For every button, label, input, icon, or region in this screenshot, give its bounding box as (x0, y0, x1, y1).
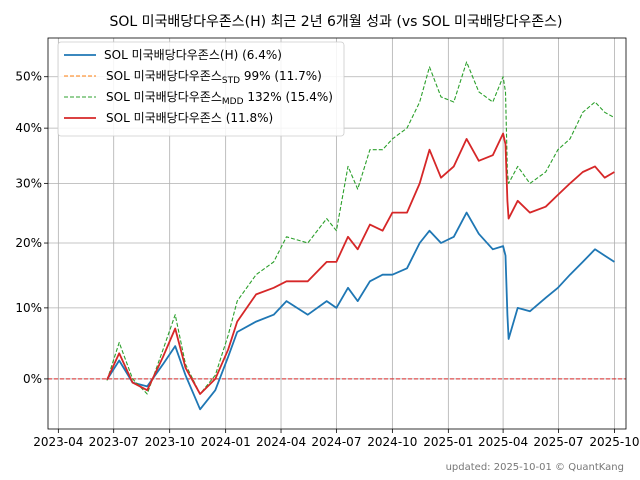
x-tick-label: 2025-10 (589, 435, 639, 449)
legend-label-subscript: STD (222, 76, 240, 86)
legend-label: SOL 미국배당다우존스 (11.8%) (106, 111, 273, 125)
y-tick-label: 20% (15, 236, 42, 250)
y-axis: 0% 10% 20% 30% 40% 50% (15, 70, 48, 386)
x-tick-label: 2024-01 (201, 435, 251, 449)
footer-text: updated: 2025-10-01 © QuantKang (446, 462, 624, 473)
legend: SOL 미국배당다우존스(H) (6.4%)SOL 미국배당다우존스STD 99… (57, 41, 345, 137)
chart-title: SOL 미국배당다우존스(H) 최근 2년 6개월 성과 (vs SOL 미국배… (109, 14, 562, 30)
y-tick-label: 50% (15, 70, 42, 84)
legend-label-value: 99% (11.7%) (240, 69, 322, 83)
x-tick-label: 2024-07 (311, 435, 361, 449)
legend-label-value: 132% (15.4%) (244, 90, 333, 104)
y-tick-label: 30% (15, 176, 42, 190)
legend-label-main: SOL 미국배당다우존스(H) (104, 48, 238, 62)
x-tick-label: 2025-01 (423, 435, 473, 449)
x-tick-label: 2023-07 (89, 435, 139, 449)
x-tick-label: 2024-04 (256, 435, 306, 449)
x-tick-label: 2023-04 (33, 435, 83, 449)
y-tick-label: 0% (23, 372, 42, 386)
x-tick-label: 2025-04 (478, 435, 528, 449)
series-layer (106, 61, 615, 411)
x-tick-label: 2024-10 (367, 435, 417, 449)
legend-label-main: SOL 미국배당다우존스 (106, 90, 222, 104)
y-tick-label: 10% (15, 301, 42, 315)
legend-label: SOL 미국배당다우존스STD 99% (11.7%) (106, 69, 322, 86)
x-tick-label: 2025-07 (533, 435, 583, 449)
plot-frame (47, 37, 627, 430)
series-line (106, 211, 615, 411)
legend-box (57, 41, 345, 137)
y-tick-label: 40% (15, 121, 42, 135)
legend-label-subscript: MDD (222, 97, 244, 107)
x-axis: 2023-04 2023-07 2023-10 2024-01 2024-04 2024-… (33, 429, 640, 449)
legend-label: SOL 미국배당다우존스MDD 132% (15.4%) (106, 90, 333, 107)
series-line (106, 132, 615, 395)
legend-label-main: SOL 미국배당다우존스 (106, 69, 222, 83)
legend-label-main: SOL 미국배당다우존스 (106, 111, 222, 125)
legend-label: SOL 미국배당다우존스(H) (6.4%) (104, 48, 282, 62)
x-tick-label: 2023-10 (145, 435, 195, 449)
legend-label-value: (6.4%) (238, 48, 282, 62)
legend-label-value: (11.8%) (222, 111, 273, 125)
